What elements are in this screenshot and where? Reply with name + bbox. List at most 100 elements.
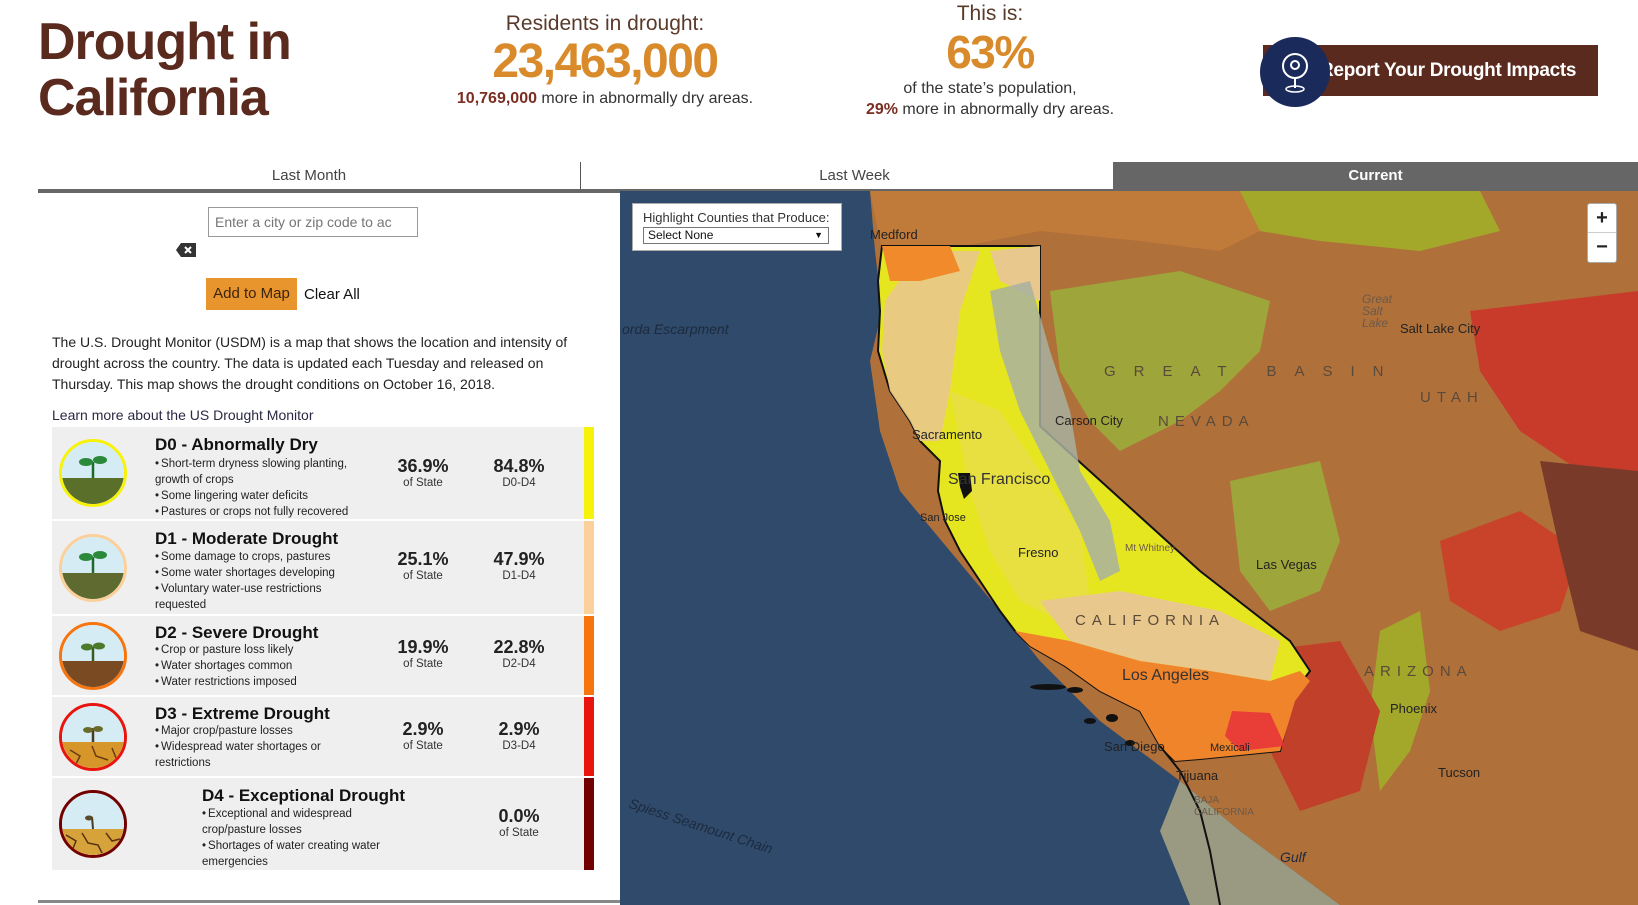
drought-level-d1: D1 - Moderate Drought Some damage to cro… [52, 521, 594, 614]
drought-level-name: D2 - Severe Drought [155, 623, 319, 642]
clear-input-icon[interactable] [175, 242, 197, 258]
cumulative-percent: 84.8% D0-D4 [484, 456, 554, 489]
map-label-great-salt-lake: Great Salt Lake [1362, 292, 1393, 330]
residents-stat: Residents in drought: 23,463,000 10,769,… [440, 12, 770, 109]
bullet: Some damage to crops, pastures [155, 549, 365, 565]
map-label-las-vegas: Las Vegas [1256, 557, 1317, 572]
drought-level-bullets: Exceptional and widespread crop/pasture … [202, 806, 402, 870]
map-label-escarpment: orda Escarpment [622, 321, 729, 337]
state-percent-value: 19.9% [397, 637, 449, 657]
drought-level-bullets: Some damage to crops, pastures Some wate… [155, 549, 365, 613]
map-label-great-basin: GREAT BASIN [1104, 363, 1402, 380]
cumulative-percent-label: D0-D4 [502, 477, 536, 489]
dry-plant-icon [59, 703, 127, 771]
residents-label: Residents in drought: [505, 12, 705, 35]
state-percent: 0.0% of State [484, 806, 554, 839]
map-canvas [870, 191, 1638, 905]
state-percent-value: 0.0% [498, 806, 540, 826]
highlight-counties-value: Select None [648, 228, 714, 242]
map-label-carson-city: Carson City [1055, 413, 1123, 428]
drought-level-name: D1 - Moderate Drought [155, 529, 339, 548]
learn-more-link[interactable]: Learn more about the US Drought Monitor [52, 407, 314, 423]
percent-extra-text: more in abnormally dry areas. [897, 101, 1115, 118]
cumulative-percent-value: 2.9% [498, 719, 540, 739]
zoom-in-button[interactable]: + [1588, 204, 1616, 233]
percent-extra-value: 29% [865, 101, 898, 118]
bullet: Widespread water shortages or restrictio… [155, 739, 365, 771]
bullet: Pastures or crops not fully recovered [155, 504, 365, 520]
percent-extra: 29% more in abnormally dry areas. [840, 99, 1140, 120]
drought-level-name: D4 - Exceptional Drought [202, 786, 406, 805]
residents-extra: 10,769,000 more in abnormally dry areas. [440, 88, 770, 109]
zoom-control: + − [1587, 203, 1617, 263]
location-pin-icon[interactable] [1260, 37, 1330, 107]
map-label-los-angeles: Los Angeles [1122, 667, 1210, 684]
map-label-arizona: ARIZONA [1364, 663, 1473, 680]
color-strip [584, 427, 594, 519]
residents-value: 23,463,000 [492, 35, 719, 88]
intro-text: The U.S. Drought Monitor (USDM) is a map… [52, 334, 568, 392]
location-search-input[interactable] [208, 207, 418, 237]
map-label-nevada: NEVADA [1158, 413, 1255, 430]
map-label-utah: UTAH [1420, 389, 1484, 406]
cumulative-percent: 22.8% D2-D4 [484, 637, 554, 670]
panel-bottom-border [38, 900, 620, 903]
map-label-san-francisco: San Francisco [948, 471, 1051, 488]
highlight-counties-select[interactable]: Select None ▼ [643, 227, 829, 244]
color-strip [584, 697, 594, 776]
dropdown-arrow-icon: ▼ [814, 230, 823, 240]
cumulative-percent-value: 47.9% [493, 549, 545, 569]
state-percent-value: 25.1% [397, 549, 449, 569]
state-percent: 19.9% of State [388, 637, 458, 670]
add-to-map-button[interactable]: Add to Map [206, 278, 297, 310]
this-is-label: This is: [956, 2, 1024, 25]
percent-value: 63% [946, 26, 1035, 78]
bullet: Crop or pasture loss likely [155, 642, 365, 658]
clear-all-link[interactable]: Clear All [304, 286, 360, 303]
cumulative-percent-label: D2-D4 [502, 658, 536, 670]
state-percent-value: 2.9% [402, 719, 444, 739]
drought-level-d0: D0 - Abnormally Dry Short-term dryness s… [52, 427, 594, 519]
residents-extra-value: 10,769,000 [456, 90, 537, 107]
state-percent-label: of State [499, 827, 539, 839]
bullet: Shortages of water creating water emerge… [202, 838, 402, 870]
cumulative-percent-value: 22.8% [493, 637, 545, 657]
map-label-baja-california: BAJA CALIFORNIA [1194, 795, 1255, 818]
drought-level-bullets: Short-term dryness slowing planting, gro… [155, 456, 365, 520]
bullet: Water restrictions imposed [155, 674, 365, 690]
map-label-california: CALIFORNIA [1075, 612, 1226, 629]
map-label-san-jose: San Jose [920, 512, 966, 524]
bullet: Short-term dryness slowing planting, gro… [155, 456, 365, 488]
bullet: Water shortages common [155, 658, 365, 674]
tab-last-month[interactable]: Last Month [271, 167, 347, 184]
cracked-earth-icon [59, 790, 127, 858]
drought-level-d3: D3 - Extreme Drought Major crop/pasture … [52, 697, 594, 776]
state-percent-value: 36.9% [397, 456, 449, 476]
color-strip [584, 521, 594, 614]
residents-extra-text: more in abnormally dry areas. [536, 90, 754, 107]
highlight-counties-label: Highlight Counties that Produce: [643, 210, 830, 225]
drought-map[interactable]: Medford orda Escarpment Carson City Salt… [620, 191, 1638, 905]
map-label-tijuana: Tijuana [1176, 768, 1219, 783]
state-percent: 2.9% of State [388, 719, 458, 752]
state-percent-label: of State [403, 570, 443, 582]
drought-level-d2: D2 - Severe Drought Crop or pasture loss… [52, 616, 594, 695]
map-label-mexicali: Mexicali [1210, 742, 1250, 754]
wilting-plant-icon [59, 622, 127, 690]
drought-level-bullets: Crop or pasture loss likely Water shorta… [155, 642, 365, 690]
bullet: Major crop/pasture losses [155, 723, 365, 739]
bullet: Some water shortages developing [155, 565, 365, 581]
state-percent-label: of State [403, 658, 443, 670]
percent-stat: This is: 63% of the state’s population, … [840, 2, 1140, 120]
map-label-mt-whitney: Mt Whitney [1125, 543, 1176, 554]
color-strip [584, 616, 594, 695]
page-title: Drought in California [38, 13, 292, 126]
tab-current[interactable]: Current [1113, 162, 1638, 189]
tab-last-week[interactable]: Last Week [580, 162, 1128, 189]
map-label-san-diego: San Diego [1104, 739, 1165, 754]
sprout-icon [59, 439, 127, 507]
title-line-1: Drought in [38, 13, 292, 71]
color-strip [584, 778, 594, 870]
zoom-out-button[interactable]: − [1596, 236, 1608, 258]
map-label-fresno: Fresno [1018, 545, 1059, 560]
